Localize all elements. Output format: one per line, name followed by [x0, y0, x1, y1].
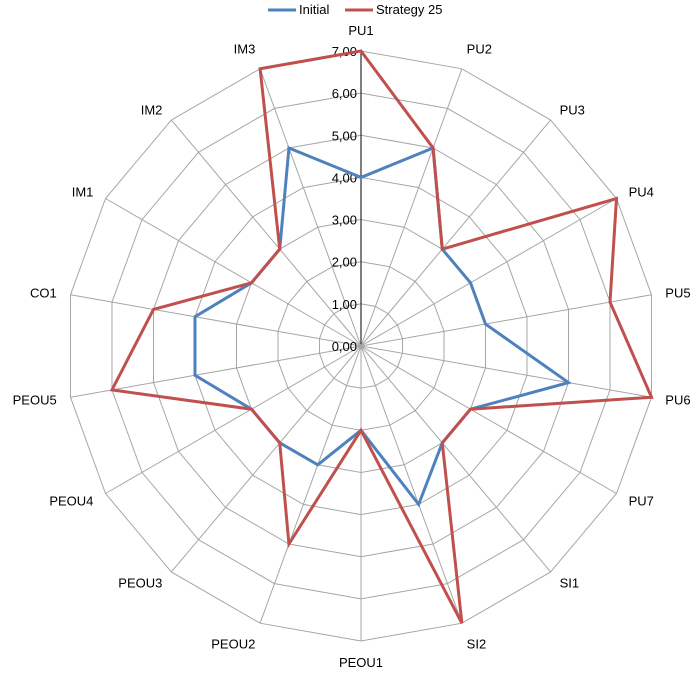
tick-label-1: 1,00: [332, 297, 357, 312]
category-label-peou4: PEOU4: [49, 494, 93, 509]
category-label-peou5: PEOU5: [13, 393, 57, 408]
spoke-im3: [259, 68, 362, 347]
tick-label-5: 5,00: [332, 128, 357, 143]
category-label-si1: SI1: [560, 576, 580, 591]
category-label-si2: SI2: [467, 636, 487, 651]
tick-label-6: 6,00: [332, 86, 357, 101]
spoke-pu5: [360, 294, 652, 347]
spoke-pu6: [360, 345, 652, 398]
spoke-co1: [70, 294, 362, 347]
spoke-peou3: [170, 345, 362, 573]
radial-tick-labels: 0,001,002,003,004,005,006,007,00: [332, 44, 357, 354]
category-label-pu7: PU7: [629, 494, 654, 509]
category-label-im2: IM2: [141, 102, 163, 117]
category-label-peou3: PEOU3: [118, 576, 162, 591]
legend: Initial Strategy 25: [268, 2, 443, 17]
radar-series: [109, 49, 654, 624]
category-label-pu6: PU6: [665, 393, 690, 408]
spoke-pu7: [360, 345, 617, 494]
tick-label-2: 2,00: [332, 255, 357, 270]
spoke-si1: [360, 345, 552, 573]
category-label-pu5: PU5: [665, 285, 690, 300]
category-label-peou2: PEOU2: [211, 636, 255, 651]
tick-label-3: 3,00: [332, 213, 357, 228]
spoke-im2: [170, 119, 362, 347]
category-labels: PU1 PU2 PU3 PU4 PU5 PU6 PU7 SI1 SI2 PEOU1 PEOU2 PEO…: [13, 23, 691, 670]
series-line-strategy-25: [109, 49, 654, 624]
category-label-pu2: PU2: [467, 42, 492, 57]
tick-label-0: 0,00: [332, 339, 357, 354]
category-label-co1: CO1: [30, 285, 57, 300]
spoke-pu4: [360, 198, 617, 347]
spoke-pu3: [360, 119, 552, 347]
category-label-pu1: PU1: [348, 23, 373, 38]
spoke-peou5: [70, 345, 362, 398]
spoke-peou2: [259, 345, 362, 624]
category-label-im1: IM1: [72, 185, 94, 200]
spoke-peou4: [105, 345, 362, 494]
legend-label-strategy-25: Strategy 25: [376, 2, 443, 17]
category-label-im3: IM3: [234, 42, 256, 57]
radar-spokes: [70, 51, 652, 641]
spoke-im1: [105, 198, 362, 347]
category-label-pu4: PU4: [629, 185, 654, 200]
legend-label-initial: Initial: [299, 2, 329, 17]
category-label-pu3: PU3: [560, 102, 585, 117]
spoke-pu2: [360, 68, 463, 347]
spoke-si2: [360, 345, 463, 624]
category-label-peou1: PEOU1: [339, 655, 383, 670]
